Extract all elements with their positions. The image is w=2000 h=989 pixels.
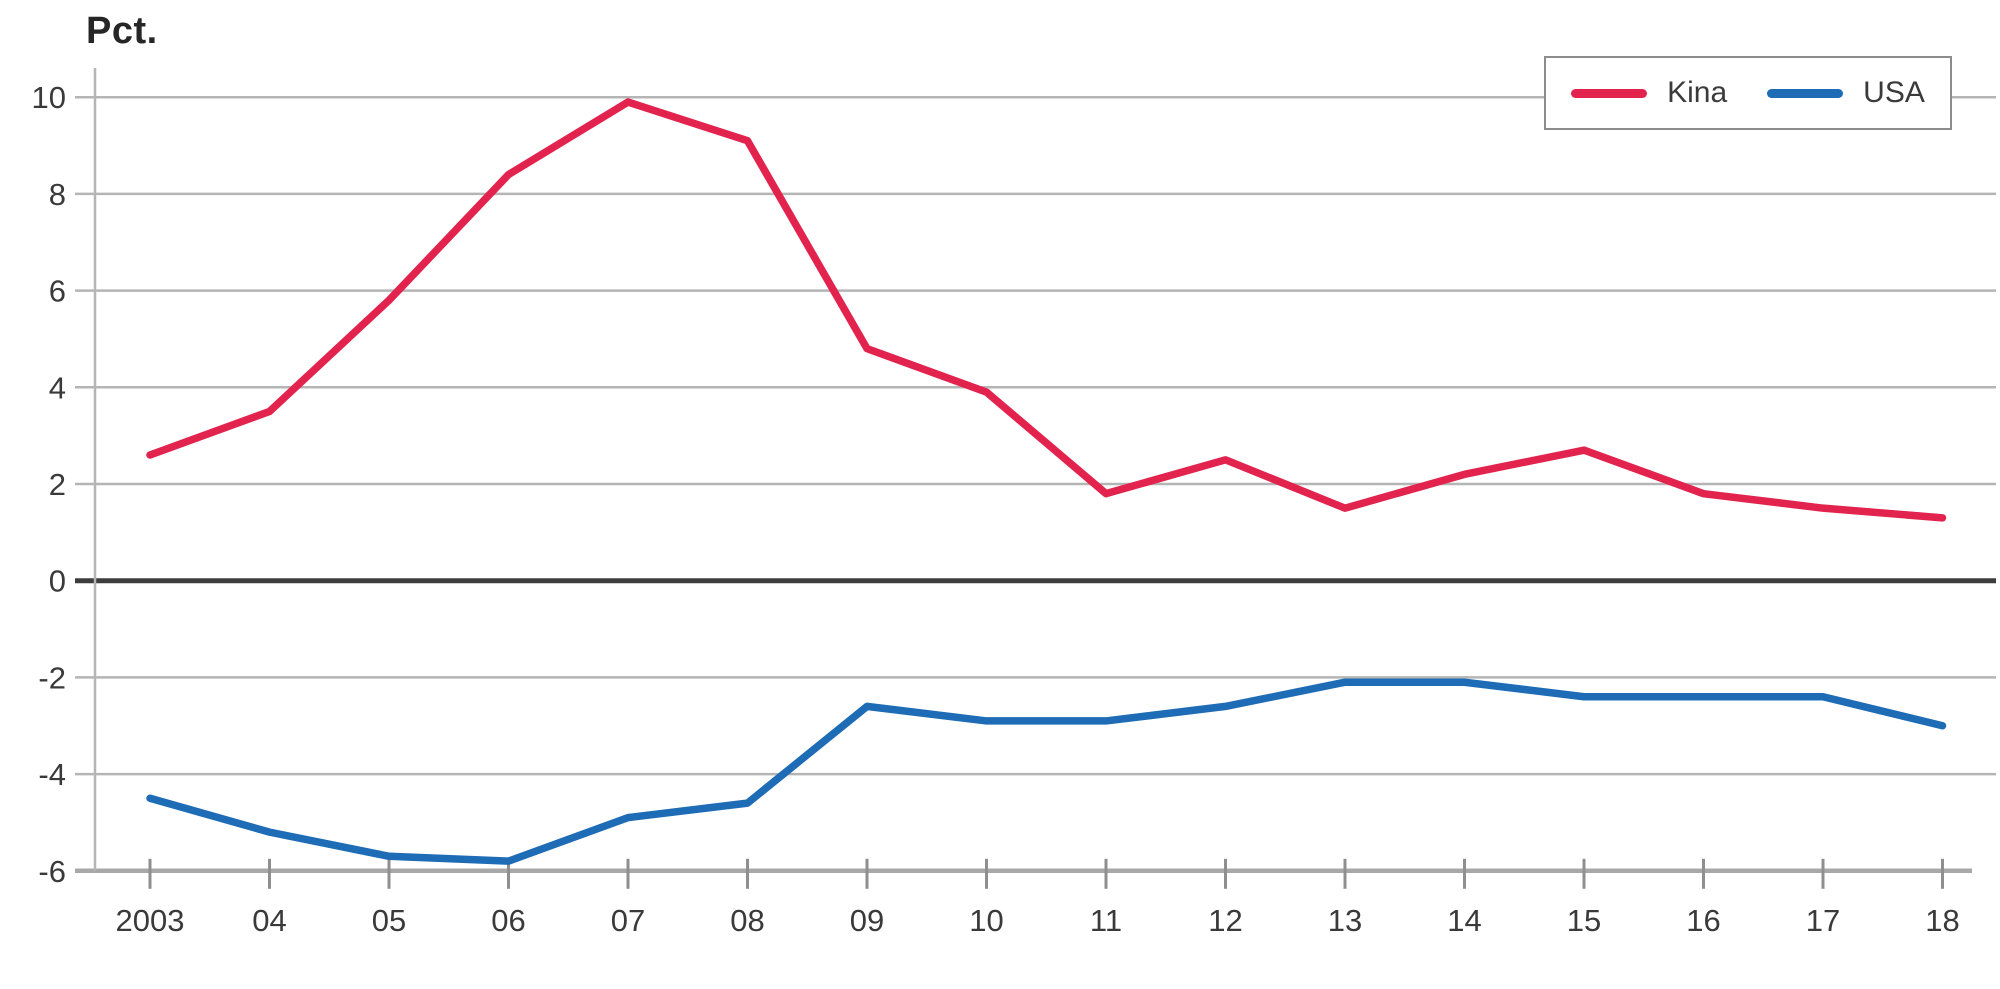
y-tick-label: -4: [38, 757, 66, 792]
legend-label-usa: USA: [1863, 76, 1925, 109]
x-tick-label: 2003: [116, 903, 185, 938]
x-tick-label: 08: [730, 903, 764, 938]
y-tick-label: 4: [49, 370, 66, 405]
legend-item-kina: Kina: [1571, 76, 1727, 110]
y-tick-label: 6: [49, 274, 66, 309]
y-tick-label: 10: [32, 80, 66, 115]
legend-label-kina: Kina: [1667, 76, 1728, 109]
y-tick-label: 2: [49, 467, 66, 502]
legend: Kina USA: [1544, 56, 1952, 130]
x-tick-label: 10: [969, 903, 1003, 938]
x-tick-label: 16: [1686, 903, 1720, 938]
x-tick-label: 04: [252, 903, 286, 938]
y-axis-title: Pct.: [86, 10, 158, 52]
x-tick-label: 09: [850, 903, 884, 938]
x-tick-label: 14: [1447, 903, 1481, 938]
legend-item-usa: USA: [1767, 76, 1925, 110]
usa-line: [146, 678, 1947, 865]
x-tick-label: 05: [372, 903, 406, 938]
y-tick-label: 0: [49, 564, 66, 599]
y-tick-label: 8: [49, 177, 66, 212]
x-tick-label: 17: [1806, 903, 1840, 938]
x-tick-label: 15: [1567, 903, 1601, 938]
y-tick-label: -2: [38, 660, 66, 695]
x-tick-label: 07: [611, 903, 645, 938]
x-tick-label: 11: [1090, 903, 1122, 938]
y-tick-label: -6: [38, 854, 66, 889]
x-tick-label: 18: [1925, 903, 1959, 938]
x-tick-label: 12: [1208, 903, 1242, 938]
usa-line-swatch-icon: [1767, 88, 1844, 98]
kina-line-swatch-icon: [1571, 88, 1648, 98]
kina-line: [146, 98, 1947, 522]
x-tick-label: 06: [491, 903, 525, 938]
x-tick-label: 13: [1328, 903, 1362, 938]
